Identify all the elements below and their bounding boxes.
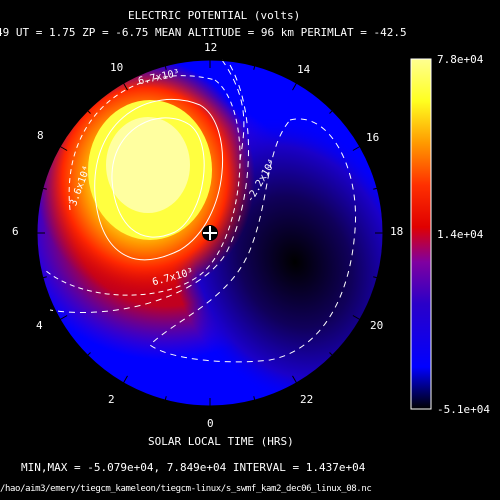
hour-tick: [253, 65, 256, 70]
hour-label-18: 18: [390, 225, 404, 238]
hour-tick: [352, 315, 361, 320]
hour-tick: [373, 187, 378, 190]
min-max-stats: MIN,MAX = -5.079e+04, 7.849e+04 INTERVAL…: [21, 461, 366, 474]
hour-tick: [329, 110, 333, 114]
colorbar-min-label: -5.1e+04: [437, 403, 490, 416]
hour-tick: [373, 276, 378, 279]
hour-tick: [329, 352, 333, 356]
hour-tick: [164, 65, 167, 70]
hour-tick: [59, 146, 68, 151]
colorbar-max-label: 7.8e+04: [437, 53, 484, 66]
hour-label-4: 4: [36, 319, 43, 332]
colorbar-mid-label: 1.4e+04: [437, 228, 484, 241]
hour-label-22: 22: [300, 393, 314, 406]
hour-label-20: 20: [370, 319, 384, 332]
hour-tick: [253, 396, 256, 401]
hour-label-6: 6: [12, 225, 19, 238]
hour-tick: [59, 315, 68, 320]
hour-tick: [42, 276, 47, 279]
hour-tick: [123, 375, 128, 384]
axis-label: SOLAR LOCAL TIME (HRS): [148, 435, 294, 448]
run-info-line: 49 UT = 1.75 ZP = -6.75 MEAN ALTITUDE = …: [0, 26, 407, 39]
hour-label-10: 10: [110, 61, 124, 74]
hour-label-2: 2: [108, 393, 115, 406]
hour-tick: [352, 146, 361, 151]
colorbar: [410, 58, 432, 410]
plot-title: ELECTRIC POTENTIAL (volts): [128, 9, 301, 22]
hour-label-12: 12: [204, 41, 218, 54]
hour-tick: [42, 187, 47, 190]
hour-tick: [292, 375, 297, 384]
hour-tick: [123, 82, 128, 91]
hour-label-14: 14: [297, 63, 311, 76]
file-path: /hao/aim3/emery/tiegcm_kameleon/tiegcm-l…: [0, 484, 372, 494]
potential-field: [37, 60, 383, 406]
hour-tick: [87, 110, 91, 114]
hour-tick: [87, 352, 91, 356]
pole-marker: [202, 225, 218, 241]
hour-label-0: 0: [207, 417, 214, 430]
hour-tick: [164, 396, 167, 401]
contour-lines: [44, 59, 357, 363]
hour-tick: [292, 82, 297, 91]
hour-ticks: [37, 60, 383, 406]
hour-label-16: 16: [366, 131, 380, 144]
hour-label-8: 8: [37, 129, 44, 142]
